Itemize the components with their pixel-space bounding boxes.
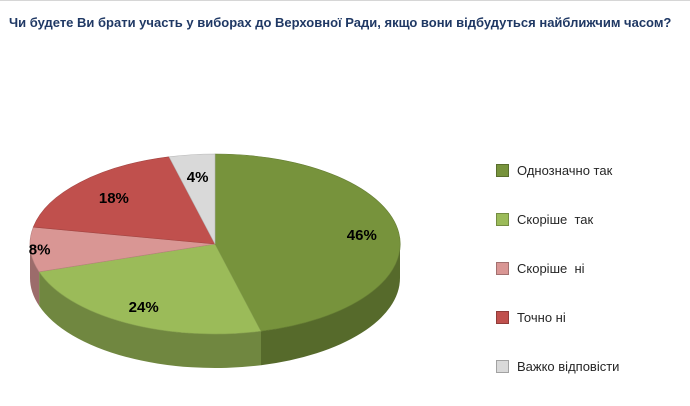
legend-item: Скоріше ні bbox=[496, 260, 619, 276]
pie-slice bbox=[32, 156, 216, 245]
legend-label: Точно ні bbox=[517, 309, 566, 325]
pie-slice bbox=[168, 153, 216, 245]
legend-item: Скоріше так bbox=[496, 211, 619, 227]
legend-item: Точно ні bbox=[496, 309, 619, 325]
slice-percent-label: 46% bbox=[347, 227, 377, 244]
legend-item: Важко відповісти bbox=[496, 358, 619, 374]
legend-label: Скоріше ні bbox=[517, 260, 585, 276]
slice-percent-label: 18% bbox=[99, 190, 129, 207]
pie-slice bbox=[38, 243, 262, 335]
legend-label: Однозначно так bbox=[517, 162, 613, 178]
legend: Однозначно так Скоріше так Скоріше ні Точно… bbox=[496, 162, 619, 374]
pie-slice-side bbox=[261, 244, 400, 366]
legend-label: Важко відповісти bbox=[517, 358, 620, 374]
pie-slice bbox=[214, 153, 401, 332]
slice-percent-label: 8% bbox=[29, 241, 51, 258]
slice-percent-label: 24% bbox=[129, 299, 159, 316]
legend-swatch bbox=[496, 359, 509, 373]
legend-swatch bbox=[496, 212, 509, 226]
pie-slice-side bbox=[39, 271, 261, 369]
chart-title: Чи будете Ви брати участь у виборах до В… bbox=[9, 15, 672, 30]
legend-item: Однозначно так bbox=[496, 162, 619, 178]
pie-slice bbox=[29, 226, 216, 273]
pie-slice-side bbox=[30, 244, 40, 306]
legend-label: Скоріше так bbox=[517, 211, 594, 227]
slice-percent-label: 4% bbox=[187, 169, 209, 186]
legend-swatch bbox=[496, 163, 509, 177]
legend-swatch bbox=[496, 310, 509, 324]
legend-swatch bbox=[496, 261, 509, 275]
